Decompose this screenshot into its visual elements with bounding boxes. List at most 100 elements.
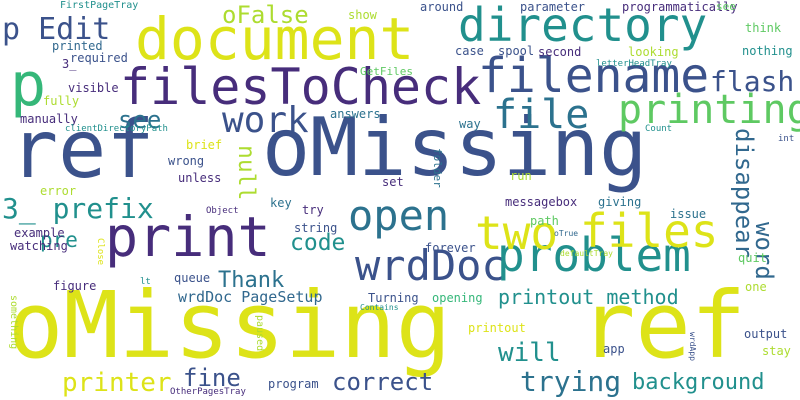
- word-83: lt: [140, 277, 151, 287]
- word-47: case: [455, 44, 484, 58]
- word-55: fully: [43, 94, 80, 108]
- word-73: issue: [670, 207, 707, 221]
- word-46: required: [70, 51, 128, 65]
- word-36: wrdDoc PageSetup: [178, 288, 323, 306]
- word-67: error: [40, 184, 77, 198]
- word-50: looking: [628, 45, 679, 59]
- word-80: Close: [95, 238, 105, 266]
- word-85: one: [745, 280, 767, 294]
- word-25: see: [118, 106, 162, 134]
- word-71: messagebox: [505, 195, 578, 209]
- word-3: ref: [580, 272, 747, 379]
- word-31: trying: [520, 365, 622, 398]
- word-82: defaultTray: [560, 249, 613, 258]
- word-65: folder: [431, 148, 444, 188]
- word-64: set: [382, 175, 404, 189]
- word-39: around: [420, 0, 464, 14]
- word-24: Thank: [218, 268, 285, 293]
- word-78: string: [294, 221, 338, 235]
- word-87: Turning: [368, 291, 419, 305]
- word-91: paused: [254, 315, 265, 352]
- word-96: stay: [762, 344, 791, 358]
- word-4: document: [135, 5, 415, 73]
- word-22: code: [290, 230, 346, 256]
- word-26: null: [233, 145, 259, 201]
- word-37: FirstPageTray: [60, 0, 139, 11]
- word-43: think: [745, 21, 782, 35]
- word-63: unless: [178, 171, 222, 185]
- word-40: parameter: [520, 0, 586, 14]
- word-77: watching: [10, 239, 68, 253]
- word-9: wrdDoc: [355, 241, 507, 290]
- word-93: output: [744, 327, 788, 341]
- word-53: letterHeadTray: [596, 59, 672, 69]
- word-32: background: [632, 370, 765, 395]
- word-88: Contains: [360, 303, 399, 312]
- word-99: int: [778, 134, 795, 144]
- word-84: quit: [738, 251, 767, 265]
- word-2: oMissing: [262, 101, 648, 194]
- word-68: Object: [206, 206, 239, 216]
- word-1: ref: [10, 103, 155, 196]
- word-6: filesToCheck: [120, 58, 482, 116]
- word-81: queue: [174, 271, 211, 285]
- word-5: directory: [458, 0, 708, 52]
- word-44: printed: [52, 39, 103, 53]
- word-38: show: [348, 8, 377, 22]
- word-89: opening: [432, 291, 483, 305]
- word-23: pre: [40, 228, 78, 252]
- word-60: Count: [645, 124, 673, 134]
- word-54: visible: [68, 81, 119, 95]
- word-17: p Edit: [2, 12, 111, 47]
- word-92: printout: [468, 321, 526, 335]
- word-97: program: [268, 377, 319, 391]
- word-21: 3_ prefix: [2, 192, 154, 225]
- word-33: correct: [332, 368, 434, 396]
- word-76: oTrue: [554, 229, 579, 238]
- word-19: oFalse: [222, 1, 309, 29]
- word-62: wrong: [168, 154, 205, 168]
- word-35: printer: [62, 368, 172, 398]
- word-49: second: [538, 45, 582, 59]
- word-61: brief: [186, 138, 223, 152]
- word-28: disappear: [730, 128, 758, 259]
- word-0: oMissing: [8, 272, 452, 379]
- word-18: p: [10, 50, 47, 120]
- word-86: figure: [53, 279, 97, 293]
- word-98: OtherPagesTray: [170, 387, 246, 397]
- word-45: 3_: [62, 57, 77, 71]
- word-56: manually: [20, 112, 78, 126]
- word-15: printing: [618, 87, 800, 133]
- word-51: nothing: [742, 44, 793, 58]
- word-29: printout method: [498, 285, 679, 309]
- word-20: flash: [710, 65, 795, 98]
- word-59: way: [459, 117, 481, 131]
- word-94: wrdApp: [688, 332, 697, 361]
- word-8: print: [105, 205, 271, 269]
- word-58: answers: [330, 107, 381, 121]
- word-10: problem: [497, 228, 691, 282]
- word-16: work: [222, 100, 309, 141]
- word-90: something: [8, 295, 19, 350]
- word-57: clientDirectoryPath: [65, 124, 168, 134]
- word-48: spool: [498, 44, 535, 58]
- word-95: app: [603, 342, 625, 356]
- word-27: word: [750, 222, 778, 280]
- word-72: giving: [598, 195, 642, 209]
- word-30: will: [498, 338, 561, 368]
- word-79: forever: [425, 241, 476, 255]
- word-66: run: [510, 169, 532, 183]
- word-69: key: [270, 196, 292, 210]
- word-14: file: [493, 92, 590, 138]
- word-74: example: [14, 226, 65, 240]
- word-11: open: [348, 191, 450, 240]
- word-13: files: [580, 204, 719, 258]
- word-41: programmatically: [622, 0, 738, 14]
- word-12: two: [475, 206, 559, 260]
- word-70: try: [302, 203, 324, 217]
- word-52: GetFiles: [360, 65, 413, 78]
- word-75: path: [530, 214, 559, 228]
- word-7: filename: [478, 48, 710, 104]
- word-42: see: [716, 0, 736, 13]
